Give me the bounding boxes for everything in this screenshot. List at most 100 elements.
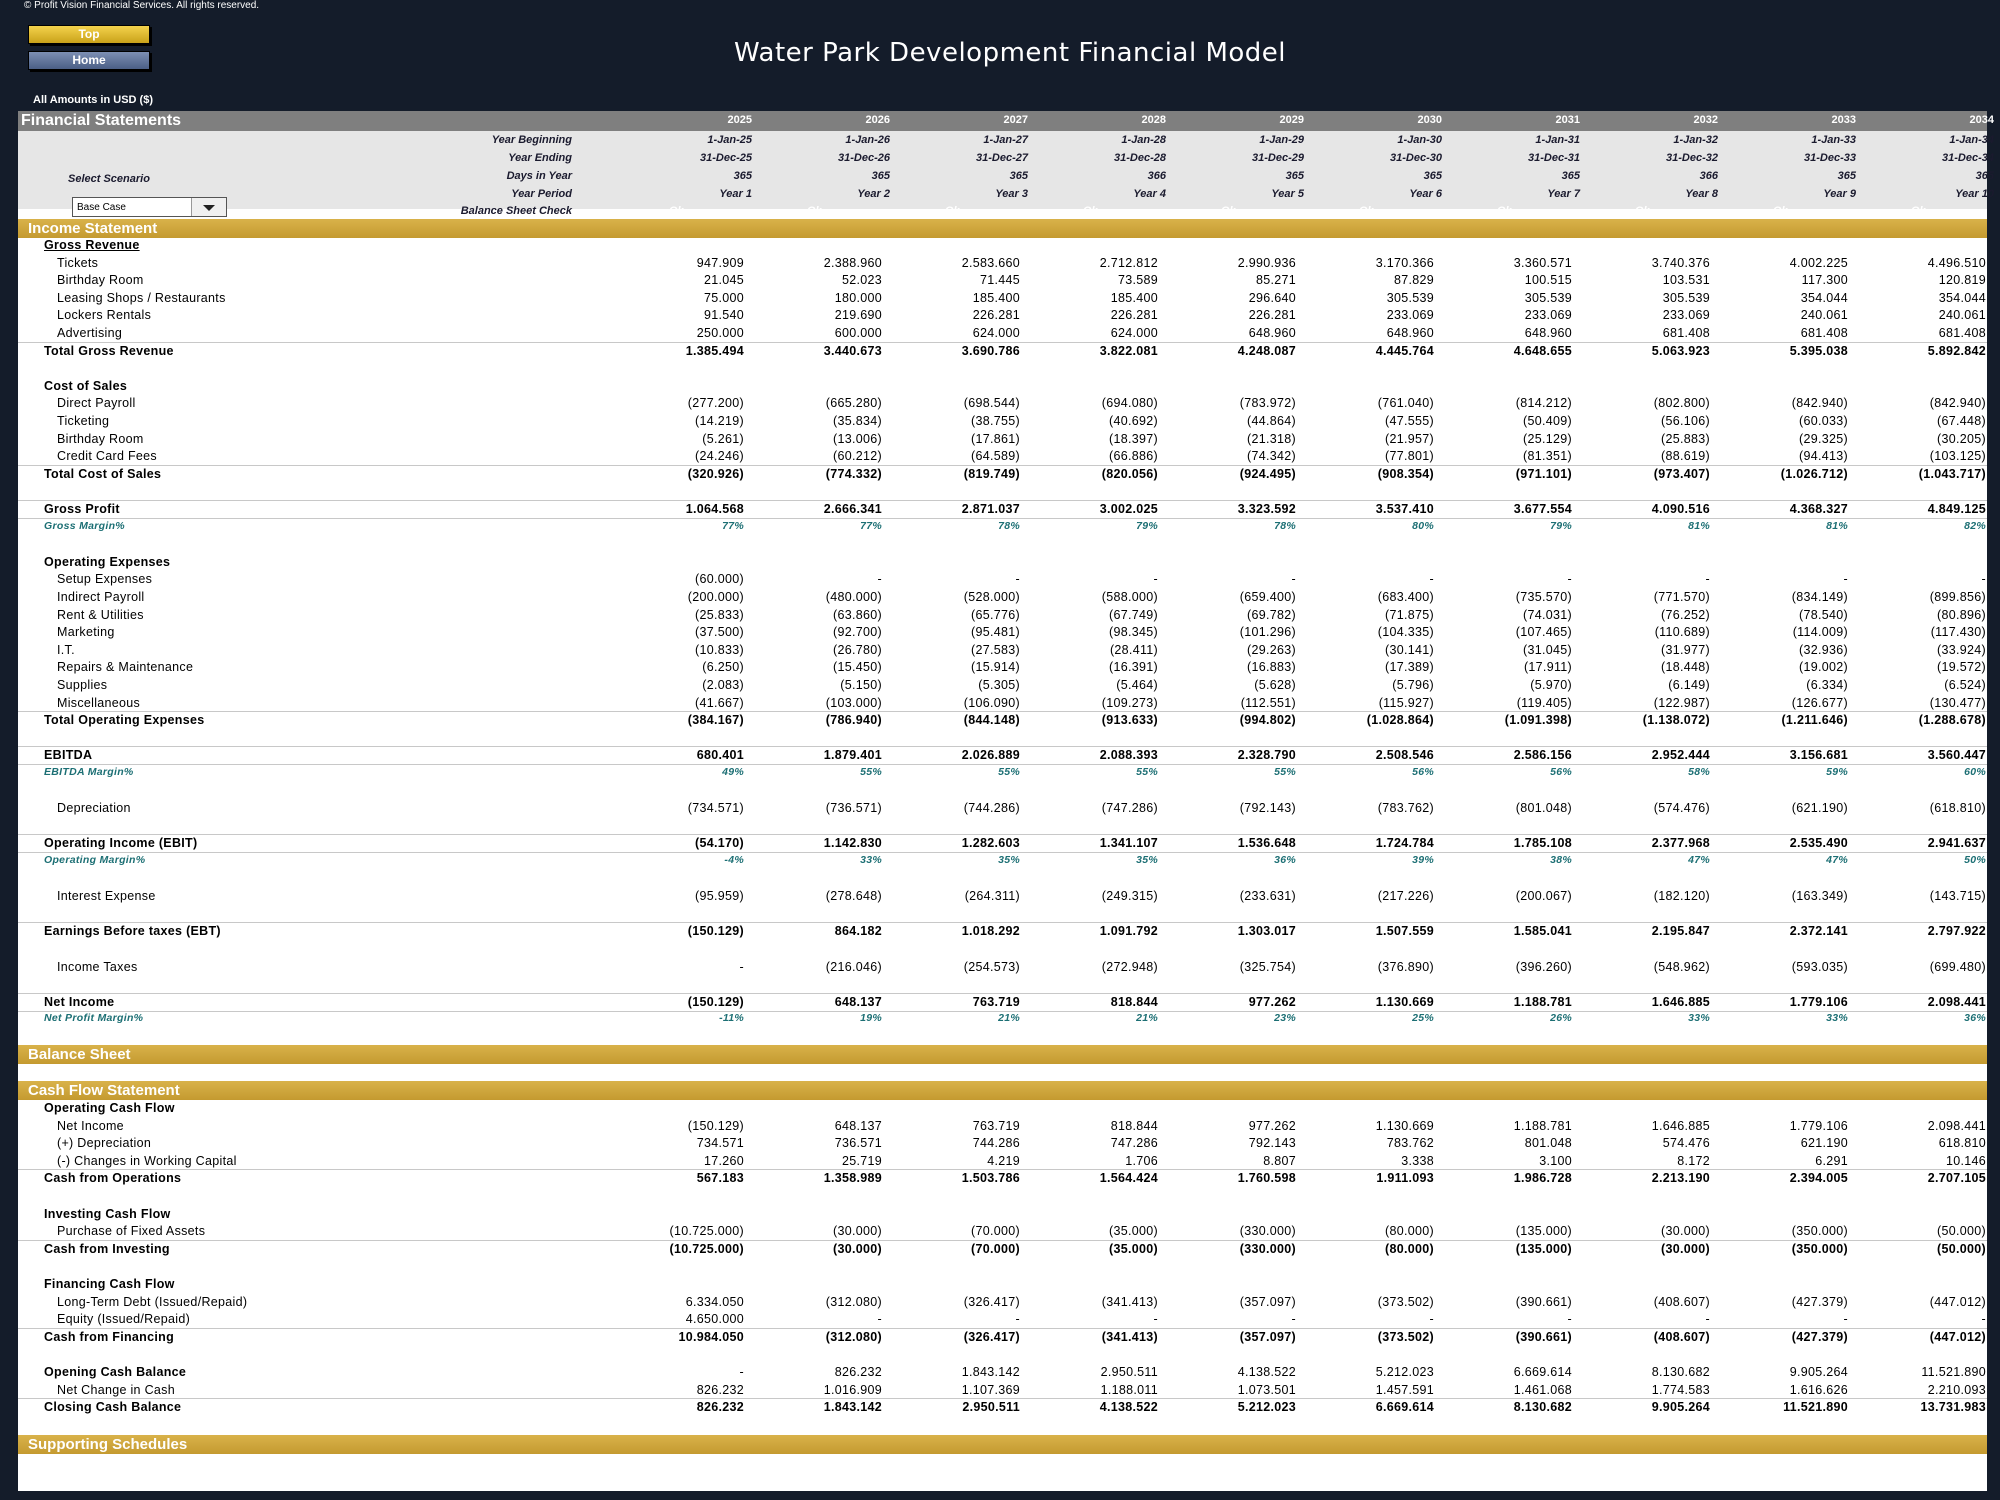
cell-operating-margin: 38%	[1550, 854, 1572, 866]
row-label-total-operating-expenses: Total Operating Expenses	[44, 713, 205, 728]
cell-ebitda-margin: 55%	[860, 766, 882, 778]
row-label-rent-utilities: Rent & Utilities	[57, 607, 144, 622]
cell-miscellaneous: (109.273)	[1101, 695, 1158, 710]
row-label-cost-of-sales: Cost of Sales	[44, 378, 128, 393]
cell-net-income: 1.188.781	[1513, 1118, 1572, 1133]
cell-rent-utilities: (65.776)	[971, 607, 1020, 622]
financial-statements-header: Financial Statements 2025 2026 2027 2028 202…	[18, 111, 1994, 131]
cell-earnings-before-taxes-ebt: 1.303.017	[1237, 924, 1296, 939]
info-check-cell: Ok	[1497, 205, 1512, 217]
chevron-down-icon[interactable]	[191, 198, 226, 216]
cell-total-operating-expenses: (913.633)	[1101, 713, 1158, 728]
info-period-cell: Year 1	[719, 188, 752, 200]
cell-i-t: (30.141)	[1385, 642, 1434, 657]
cell-operating-income-ebit: 1.785.108	[1513, 836, 1572, 851]
row-label-marketing: Marketing	[57, 625, 115, 640]
cell-birthday-room: 87.829	[1393, 273, 1434, 288]
cell-setup-expenses: -	[877, 572, 882, 587]
cell-gross-margin: 78%	[998, 519, 1020, 532]
cell-miscellaneous: (103.000)	[825, 695, 882, 710]
row-divider	[18, 518, 1987, 519]
cell-tickets: 2.583.660	[961, 255, 1020, 270]
cell-lockers-rentals: 226.281	[972, 308, 1020, 323]
cell-depreciation: (736.571)	[825, 801, 882, 816]
info-days-cell: 365	[1975, 170, 1994, 182]
info-check-cell: Ok	[945, 205, 960, 217]
top-button[interactable]: Top	[28, 25, 150, 44]
row-label-interest-expense: Interest Expense	[57, 889, 156, 904]
cell-net-profit-margin: 23%	[1274, 1012, 1296, 1025]
info-check-cell: Ok	[1083, 205, 1098, 217]
cell-advertising: 681.408	[1662, 326, 1710, 340]
cell-cash-from-operations: 1.564.424	[1099, 1171, 1158, 1186]
scenario-dropdown[interactable]: Base Case	[72, 197, 227, 217]
cell-net-change-in-cash: 1.107.369	[961, 1382, 1020, 1397]
cell-depreciation: (801.048)	[1515, 801, 1572, 816]
cell-indirect-payroll: (834.149)	[1791, 590, 1848, 604]
cell-total-cost-of-sales: (908.354)	[1377, 466, 1434, 481]
cell-total-cost-of-sales: (924.495)	[1239, 466, 1296, 481]
row-label-equity-issued-repaid: Equity (Issued/Repaid)	[57, 1312, 191, 1327]
cell-advertising: 624.000	[972, 326, 1020, 340]
info-label-check: Balance Sheet Check	[460, 205, 572, 217]
cell-operating-income-ebit: 2.377.968	[1651, 836, 1710, 851]
info-period-cell: Year 7	[1547, 188, 1580, 200]
cell-tickets: 4.002.225	[1789, 255, 1848, 270]
cell-leasing-shops-restaurants: 296.640	[1248, 290, 1296, 305]
cell-operating-margin: 35%	[1136, 854, 1158, 866]
info-year-ending-cell: 31-Dec-28	[1114, 152, 1166, 164]
cell-i-t: (33.924)	[1937, 642, 1986, 657]
cell-net-income: 1.646.885	[1651, 1118, 1710, 1133]
cell-advertising: 648.960	[1524, 326, 1572, 340]
cell-lockers-rentals: 240.061	[1938, 308, 1986, 323]
cell-total-operating-expenses: (786.940)	[825, 713, 882, 728]
cell-rent-utilities: (67.749)	[1109, 607, 1158, 622]
cell-interest-expense: (217.226)	[1377, 889, 1434, 904]
cell-marketing: (110.689)	[1654, 625, 1710, 640]
row-divider	[18, 852, 1987, 854]
cell-birthday-room: 73.589	[1117, 273, 1158, 288]
info-year-ending-cell: 31-Dec-26	[838, 152, 890, 164]
row-label-gross-margin: Gross Margin%	[44, 519, 125, 532]
row-label-cash-from-operations: Cash from Operations	[44, 1171, 182, 1186]
info-year-ending-cell: 31-Dec-33	[1804, 152, 1856, 164]
row-label-purchase-of-fixed-assets: Purchase of Fixed Assets	[57, 1224, 206, 1239]
cell-earnings-before-taxes-ebt: 2.797.922	[1927, 924, 1986, 939]
cell-changes-in-working-capital: 3.100	[1539, 1153, 1572, 1168]
cell-gross-margin: 77%	[722, 519, 744, 532]
cell-earnings-before-taxes-ebt: 1.018.292	[961, 924, 1020, 939]
cell-advertising: 600.000	[834, 326, 882, 340]
cell-interest-expense: (249.315)	[1101, 889, 1158, 904]
cell-leasing-shops-restaurants: 75.000	[703, 290, 744, 305]
row-divider	[18, 1239, 1987, 1241]
cell-closing-cash-balance: 826.232	[696, 1400, 744, 1415]
row-divider	[18, 834, 1987, 836]
cell-cash-from-financing: 10.984.050	[678, 1329, 744, 1344]
cell-ebitda: 2.586.156	[1513, 748, 1572, 763]
cell-opening-cash-balance: 6.669.614	[1513, 1365, 1572, 1379]
cell-direct-payroll: (783.972)	[1239, 396, 1296, 411]
cell-rent-utilities: (78.540)	[1799, 607, 1848, 622]
cell-miscellaneous: (106.090)	[963, 695, 1020, 710]
cell-leasing-shops-restaurants: 185.400	[972, 290, 1020, 305]
row-label-repairs-maintenance: Repairs & Maintenance	[57, 660, 194, 675]
cell-birthday-room: 71.445	[979, 273, 1020, 288]
cell-purchase-of-fixed-assets: (35.000)	[1109, 1224, 1158, 1239]
cell-ebitda: 680.401	[696, 748, 744, 763]
cell-advertising: 681.408	[1800, 326, 1848, 340]
cell-cash-from-financing: (408.607)	[1653, 1329, 1710, 1344]
row-label-opening-cash-balance: Opening Cash Balance	[44, 1365, 187, 1379]
home-button[interactable]: Home	[28, 51, 150, 70]
cell-i-t: (31.045)	[1523, 642, 1572, 657]
cell-net-income: 1.188.781	[1513, 994, 1572, 1009]
row-label-income-taxes: Income Taxes	[57, 959, 138, 974]
row-divider	[18, 1327, 1987, 1329]
cell-indirect-payroll: (200.000)	[687, 590, 744, 604]
cell-equity-issued-repaid: -	[1705, 1312, 1710, 1327]
income-statement-bar-title: Income Statement	[28, 220, 158, 237]
cell-total-gross-revenue: 5.892.842	[1927, 343, 1986, 358]
cell-income-taxes: (376.890)	[1377, 959, 1434, 974]
row-label-financing-cash-flow: Financing Cash Flow	[44, 1277, 175, 1291]
cell-income-taxes: (216.046)	[825, 959, 882, 974]
cash-flow-bar-title: Cash Flow Statement	[28, 1082, 180, 1099]
